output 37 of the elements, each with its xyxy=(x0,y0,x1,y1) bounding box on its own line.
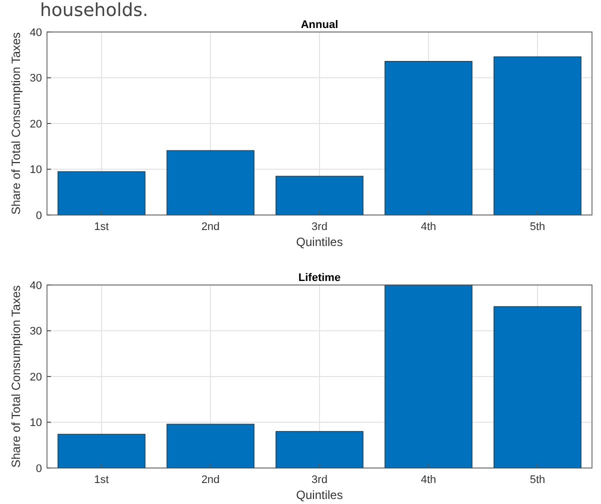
bar xyxy=(276,431,364,468)
y-tick-label: 10 xyxy=(30,164,42,176)
x-tick-label: 5th xyxy=(530,221,546,233)
y-tick-label: 10 xyxy=(30,417,42,430)
x-tick-label: 5th xyxy=(530,474,546,486)
text: households. xyxy=(40,0,148,21)
bar xyxy=(494,56,582,216)
y-tick-label: 30 xyxy=(30,72,42,85)
x-tick-label: 1st xyxy=(94,474,109,486)
x-axis-title: Quintiles xyxy=(296,235,343,249)
y-tick-label: 30 xyxy=(30,326,42,338)
x-tick-label: 1st xyxy=(94,221,109,233)
y-tick-label: 40 xyxy=(30,280,42,292)
bar xyxy=(276,176,364,216)
x-tick-label: 2nd xyxy=(201,221,220,233)
bar xyxy=(166,150,254,216)
x-tick-label: 4th xyxy=(420,221,436,233)
x-tick-label: 4th xyxy=(420,474,436,486)
y-tick-label: 0 xyxy=(36,210,42,222)
bar xyxy=(58,434,146,468)
y-tick-label: 20 xyxy=(30,118,42,130)
x-tick-label: 3rd xyxy=(312,221,328,233)
bar xyxy=(494,306,582,468)
chart-title: Lifetime xyxy=(298,272,341,284)
bar xyxy=(384,284,472,468)
y-tick-label: 0 xyxy=(36,462,42,475)
bar xyxy=(166,424,254,468)
bar xyxy=(58,171,146,216)
bar xyxy=(384,61,472,216)
y-tick-label: 20 xyxy=(30,371,42,384)
x-axis-title: Quintiles xyxy=(296,488,343,502)
chart-title: Annual xyxy=(300,19,338,31)
y-axis-title: Share of Total Consumption Taxes xyxy=(9,32,23,215)
x-tick-label: 3rd xyxy=(312,474,328,486)
x-tick-label: 2nd xyxy=(201,474,220,486)
y-axis-title: Share of Total Consumption Taxes xyxy=(9,285,23,468)
y-tick-label: 40 xyxy=(30,26,42,39)
